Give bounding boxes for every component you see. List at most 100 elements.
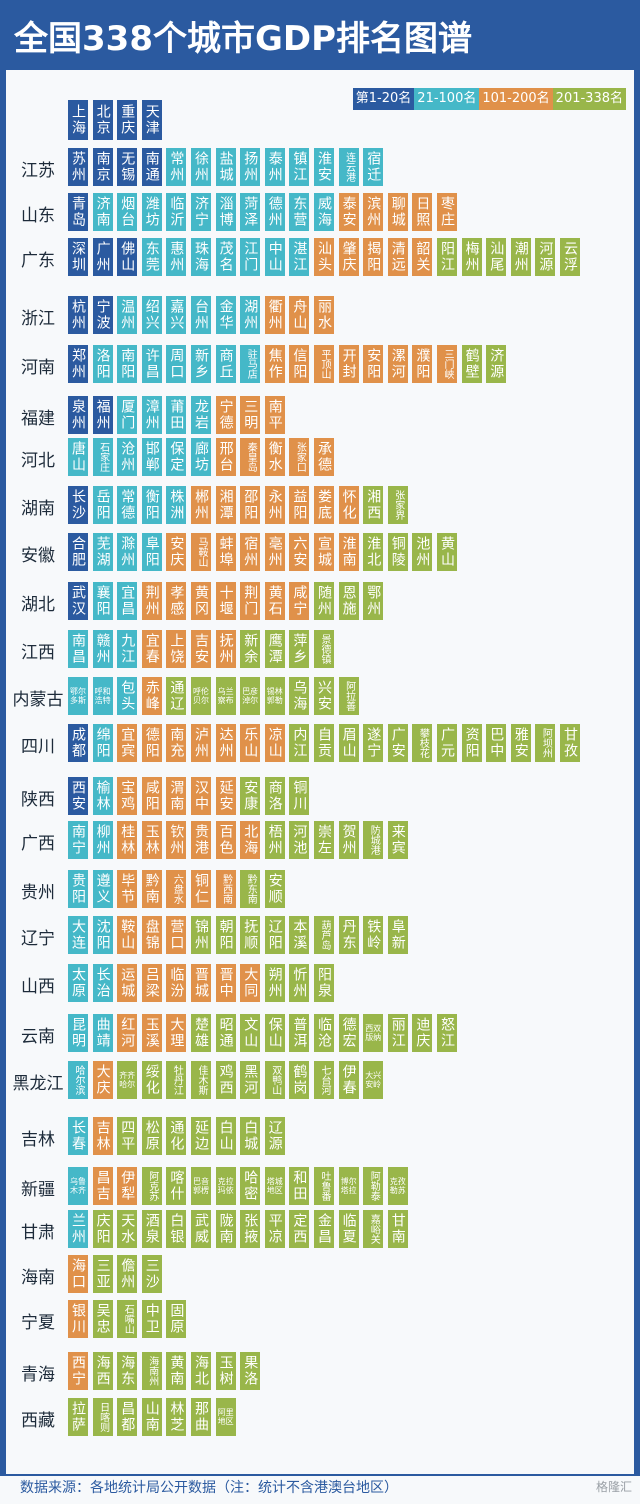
city-cell: 张掖	[240, 1210, 261, 1248]
province-label: 海南	[21, 1267, 55, 1288]
city-cell: 济宁	[191, 193, 211, 231]
legend-item: 101-200名	[479, 88, 553, 110]
province-row: 山西 太原 长治 运城 吕梁 临汾 晋城 晋中 大同 朔州 忻州 阳泉	[0, 964, 640, 1004]
city-cell: 六安	[289, 533, 310, 571]
city-cell: 鹤壁	[461, 345, 482, 383]
city-cell: 合肥	[68, 533, 88, 571]
city-cell: 随州	[314, 582, 334, 620]
city-cell: 吴忠	[92, 1300, 113, 1338]
city-cell: 果洛	[240, 1352, 261, 1390]
city-cell: 菏泽	[240, 193, 261, 231]
city-cell: 濮阳	[412, 345, 433, 383]
city-cell: 三沙	[141, 1255, 162, 1293]
city-cell: 临沂	[166, 193, 187, 231]
city-cell: 龙岩	[191, 396, 211, 434]
city-cell: 黔西南	[215, 870, 236, 908]
province-row: 陕西 西安 榆林 宝鸡 咸阳 渭南 汉中 延安 安康 商洛 铜川	[0, 777, 640, 817]
city-cell: 中卫	[141, 1300, 162, 1338]
city-cell: 南阳	[117, 345, 138, 383]
city-cell: 咸阳	[141, 777, 162, 815]
province-row: 湖北 武汉 襄阳 宜昌 荆州 孝感 黄冈 十堰 荆门 黄石 咸宁 随州 恩施 鄂州	[0, 582, 640, 622]
city-cell: 株洲	[166, 486, 187, 524]
province-row: 吉林 长春 吉林 四平 松原 通化 延边 白山 白城 辽源	[0, 1117, 640, 1157]
city-cell: 玉林	[141, 821, 162, 859]
city-cell: 海西	[92, 1352, 113, 1390]
city-cell: 安康	[240, 777, 261, 815]
city-cell: 阿克苏	[141, 1167, 162, 1205]
city-cell: 新乡	[191, 345, 211, 383]
province-label: 青海	[21, 1364, 55, 1385]
city-cell: 兰州	[68, 1210, 88, 1248]
city-cell: 揭阳	[363, 238, 384, 276]
city-cell: 佳木斯	[191, 1061, 211, 1099]
province-label: 湖北	[21, 594, 55, 615]
city-cell: 儋州	[117, 1255, 138, 1293]
province-row: 内蒙古 鄂尔多斯 呼和浩特 包头 赤峰 通辽 呼伦贝尔 乌兰察布 巴彦淖尔 锡林郭勒 乌海 兴安 阿拉善	[0, 677, 640, 717]
city-cell: 三门峡	[437, 345, 457, 383]
city-cell: 普洱	[289, 1014, 310, 1052]
city-cell: 宝鸡	[117, 777, 138, 815]
city-cell: 丽江	[387, 1014, 408, 1052]
city-cell: 萍乡	[289, 630, 310, 668]
city-cell: 许昌	[141, 345, 162, 383]
city-cell: 常州	[166, 148, 187, 186]
city-cell: 安顺	[264, 870, 285, 908]
city-cell: 自贡	[314, 724, 334, 762]
province-label: 江西	[21, 642, 55, 663]
city-cell: 天水	[117, 1210, 138, 1248]
city-cell: 郴州	[191, 486, 211, 524]
city-cell: 镇江	[289, 148, 310, 186]
city-cell: 楚雄	[191, 1014, 211, 1052]
province-row: 甘肃 兰州 庆阳 天水 酒泉 白银 武威 陇南 张掖 平凉 定西 金昌 临夏 嘉峪关 甘南	[0, 1210, 640, 1250]
city-cell: 百色	[215, 821, 236, 859]
city-cell: 哈尔滨	[68, 1061, 88, 1099]
city-cell: 七台河	[314, 1061, 334, 1099]
city-cell: 鹰潭	[264, 630, 285, 668]
city-cell: 北海	[240, 821, 261, 859]
city-cell: 甘南	[387, 1210, 408, 1248]
city-cell: 阿拉善	[338, 677, 359, 715]
city-cell: 驻马店	[240, 345, 261, 383]
city-cell: 那曲	[191, 1398, 211, 1436]
city-cell: 保山	[264, 1014, 285, 1052]
city-cell: 巴彦淖尔	[240, 677, 261, 715]
city-cell: 松原	[141, 1117, 162, 1155]
city-cell: 枣庄	[437, 193, 457, 231]
city-cell: 吐鲁番	[314, 1167, 334, 1205]
city-cell: 资阳	[461, 724, 482, 762]
city-cell: 阿里地区	[215, 1398, 236, 1436]
city-cell: 成都	[68, 724, 88, 762]
city-cell: 昌吉	[92, 1167, 113, 1205]
city-cell: 日照	[412, 193, 433, 231]
city-cell: 淮南	[338, 533, 359, 571]
province-row: 辽宁 大连 沈阳 鞍山 盘锦 营口 锦州 朝阳 抚顺 辽阳 本溪 葫芦岛 丹东 铁岭 阜新	[0, 916, 640, 956]
city-cell: 南平	[264, 396, 285, 434]
city-cell: 通辽	[166, 677, 187, 715]
province-row: 湖南 长沙 岳阳 常德 衡阳 株洲 郴州 湘潭 邵阳 永州 益阳 娄底 怀化 湘西 张家界	[0, 486, 640, 526]
city-cell: 巴音郭楞	[191, 1167, 211, 1205]
city-cell: 泰州	[264, 148, 285, 186]
city-cell: 朝阳	[215, 916, 236, 954]
city-cell: 郑州	[68, 345, 88, 383]
city-cell: 宜宾	[117, 724, 138, 762]
city-cell: 怒江	[437, 1014, 457, 1052]
province-row: 黑龙江 哈尔滨 大庆 齐齐哈尔 绥化 牡丹江 佳木斯 鸡西 黑河 双鸭山 鹤岗 七台河 伊春 大兴安岭	[0, 1061, 640, 1101]
city-cell: 锦州	[191, 916, 211, 954]
province-row: 青海 西宁 海西 海东 海南州 黄南 海北 玉树 果洛	[0, 1352, 640, 1392]
city-cell: 吕梁	[141, 964, 162, 1002]
city-cell: 铜陵	[387, 533, 408, 571]
city-cell: 广安	[387, 724, 408, 762]
city-cell: 榆林	[92, 777, 113, 815]
province-row: 福建 泉州 福州 厦门 漳州 莆田 龙岩 宁德 三明 南平	[0, 396, 640, 436]
province-label: 内蒙古	[12, 689, 64, 710]
province-label: 宁夏	[21, 1312, 55, 1333]
city-cell: 毕节	[117, 870, 138, 908]
title-bar: 全国338个城市GDP排名图谱	[0, 0, 640, 70]
province-row: 江西 南昌 赣州 九江 宜春 上饶 吉安 抚州 新余 鹰潭 萍乡 景德镇	[0, 630, 640, 670]
city-cell: 十堰	[215, 582, 236, 620]
city-cell: 潮州	[510, 238, 531, 276]
city-cell: 绥化	[141, 1061, 162, 1099]
city-cell: 河池	[289, 821, 310, 859]
city-cell: 武威	[191, 1210, 211, 1248]
city-cell: 荆州	[141, 582, 162, 620]
